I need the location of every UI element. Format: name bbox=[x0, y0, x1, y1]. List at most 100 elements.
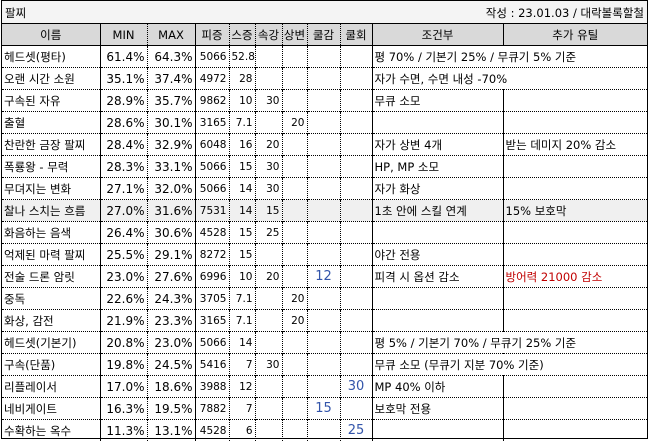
cell-cg[interactable] bbox=[306, 155, 340, 178]
cell-cond[interactable]: MP 40% 이하 bbox=[371, 375, 503, 398]
cell-pj[interactable]: 6048 bbox=[194, 133, 229, 156]
cell-pj[interactable]: 7882 bbox=[194, 397, 229, 420]
cell-cond[interactable]: 무큐 소모 bbox=[371, 89, 503, 112]
cell-sg[interactable] bbox=[254, 287, 282, 310]
cell-sj[interactable]: 15 bbox=[228, 155, 255, 178]
cell-sj[interactable]: 10 bbox=[228, 89, 255, 112]
cell-cg[interactable]: 12 bbox=[306, 265, 340, 288]
cell-util[interactable] bbox=[502, 177, 647, 200]
cell-ch[interactable] bbox=[339, 221, 372, 244]
cell-max[interactable]: 32.0% bbox=[146, 177, 195, 200]
cell-cg[interactable] bbox=[306, 243, 340, 266]
cell-cg[interactable] bbox=[306, 419, 340, 441]
cell-sg[interactable]: 20 bbox=[254, 133, 282, 156]
cell-sj[interactable]: 10 bbox=[228, 265, 255, 288]
cell-util[interactable] bbox=[502, 419, 647, 441]
cell-min[interactable]: 23.0% bbox=[99, 265, 147, 288]
cell-sb[interactable] bbox=[281, 419, 307, 441]
cell-cond[interactable]: 야간 전용 bbox=[371, 243, 503, 266]
cell-min[interactable]: 27.1% bbox=[99, 177, 147, 200]
cell-ch[interactable] bbox=[339, 287, 372, 310]
cell-ch[interactable]: 25 bbox=[339, 419, 372, 441]
cell-ch[interactable] bbox=[339, 353, 372, 376]
cell-pj[interactable]: 4528 bbox=[194, 419, 229, 441]
cell-cg[interactable]: 15 bbox=[306, 397, 340, 420]
cell-max[interactable]: 30.6% bbox=[146, 221, 195, 244]
cell-pj[interactable]: 7531 bbox=[194, 199, 229, 222]
cell-cond[interactable]: 자가 수면, 수면 내성 -70% bbox=[371, 67, 647, 90]
cell-sg[interactable]: 30 bbox=[254, 177, 282, 200]
cell-max[interactable]: 23.0% bbox=[146, 331, 195, 354]
cell-name[interactable]: 리플레이서 bbox=[2, 375, 100, 398]
cell-sj[interactable]: 12 bbox=[228, 375, 255, 398]
cell-cond[interactable]: 평 5% / 기본기 70% / 무큐기 25% 기준 bbox=[371, 331, 647, 354]
cell-sg[interactable]: 20 bbox=[254, 265, 282, 288]
cell-min[interactable]: 28.3% bbox=[99, 155, 147, 178]
cell-util[interactable] bbox=[502, 309, 647, 332]
cell-min[interactable]: 11.3% bbox=[99, 419, 147, 441]
cell-min[interactable]: 16.3% bbox=[99, 397, 147, 420]
cell-pj[interactable]: 8272 bbox=[194, 243, 229, 266]
cell-util[interactable]: 받는 데미지 20% 감소 bbox=[502, 133, 647, 156]
cell-name[interactable]: 구속(단품) bbox=[2, 353, 100, 376]
cell-util[interactable]: 15% 보호막 bbox=[502, 199, 647, 222]
cell-min[interactable]: 19.8% bbox=[99, 353, 147, 376]
cell-name[interactable]: 전술 드론 암릿 bbox=[2, 265, 100, 288]
cell-name[interactable]: 무뎌지는 변화 bbox=[2, 177, 100, 200]
cell-min[interactable]: 22.6% bbox=[99, 287, 147, 310]
cell-cg[interactable] bbox=[306, 309, 340, 332]
cell-min[interactable]: 28.6% bbox=[99, 111, 147, 134]
cell-util[interactable] bbox=[502, 155, 647, 178]
cell-cond[interactable] bbox=[371, 287, 503, 310]
cell-cond[interactable]: 보호막 전용 bbox=[371, 397, 503, 420]
cell-cg[interactable] bbox=[306, 89, 340, 112]
cell-cg[interactable] bbox=[306, 353, 340, 376]
cell-ch[interactable] bbox=[339, 89, 372, 112]
cell-sb[interactable] bbox=[281, 243, 307, 266]
cell-sb[interactable] bbox=[281, 397, 307, 420]
cell-cond[interactable]: 자가 화상 bbox=[371, 177, 503, 200]
cell-pj[interactable]: 3988 bbox=[194, 375, 229, 398]
cell-min[interactable]: 35.1% bbox=[99, 67, 147, 90]
cell-sb[interactable] bbox=[281, 89, 307, 112]
cell-name[interactable]: 화상, 감전 bbox=[2, 309, 100, 332]
cell-max[interactable]: 30.1% bbox=[146, 111, 195, 134]
cell-max[interactable]: 24.5% bbox=[146, 353, 195, 376]
cell-cond[interactable]: 평 70% / 기본기 25% / 무큐기 5% 기준 bbox=[371, 45, 647, 68]
cell-util[interactable] bbox=[502, 111, 647, 134]
cell-cg[interactable] bbox=[306, 45, 340, 68]
cell-util[interactable] bbox=[502, 243, 647, 266]
cell-sj[interactable]: 14 bbox=[228, 331, 255, 354]
cell-sj[interactable]: 14 bbox=[228, 199, 255, 222]
cell-sb[interactable] bbox=[281, 353, 307, 376]
cell-cg[interactable] bbox=[306, 221, 340, 244]
cell-cond[interactable]: 피격 시 옵션 감소 bbox=[371, 265, 503, 288]
cell-sb[interactable] bbox=[281, 177, 307, 200]
cell-util[interactable]: 방어력 21000 감소 bbox=[502, 265, 647, 288]
cell-sb[interactable] bbox=[281, 133, 307, 156]
cell-name[interactable]: 출혈 bbox=[2, 111, 100, 134]
cell-sj[interactable]: 7.1 bbox=[228, 287, 255, 310]
cell-ch[interactable] bbox=[339, 243, 372, 266]
cell-min[interactable]: 21.9% bbox=[99, 309, 147, 332]
cell-sg[interactable] bbox=[254, 243, 282, 266]
cell-min[interactable]: 61.4% bbox=[99, 45, 147, 68]
cell-ch[interactable] bbox=[339, 397, 372, 420]
cell-sg[interactable] bbox=[254, 375, 282, 398]
cell-ch[interactable]: 30 bbox=[339, 375, 372, 398]
cell-sb[interactable]: 20 bbox=[281, 309, 307, 332]
cell-max[interactable]: 23.3% bbox=[146, 309, 195, 332]
cell-min[interactable]: 25.5% bbox=[99, 243, 147, 266]
cell-cg[interactable] bbox=[306, 331, 340, 354]
cell-sg[interactable] bbox=[254, 331, 282, 354]
cell-sg[interactable]: 30 bbox=[254, 155, 282, 178]
cell-cg[interactable] bbox=[306, 375, 340, 398]
cell-cond[interactable]: 1초 안에 스킬 연계 bbox=[371, 199, 503, 222]
cell-cond[interactable]: 자가 상변 4개 bbox=[371, 133, 503, 156]
cell-sb[interactable] bbox=[281, 221, 307, 244]
cell-max[interactable]: 31.6% bbox=[146, 199, 195, 222]
cell-sj[interactable]: 7 bbox=[228, 397, 255, 420]
cell-name[interactable]: 구속된 자유 bbox=[2, 89, 100, 112]
cell-min[interactable]: 27.0% bbox=[99, 199, 147, 222]
cell-name[interactable]: 헤드셋(기본기) bbox=[2, 331, 100, 354]
